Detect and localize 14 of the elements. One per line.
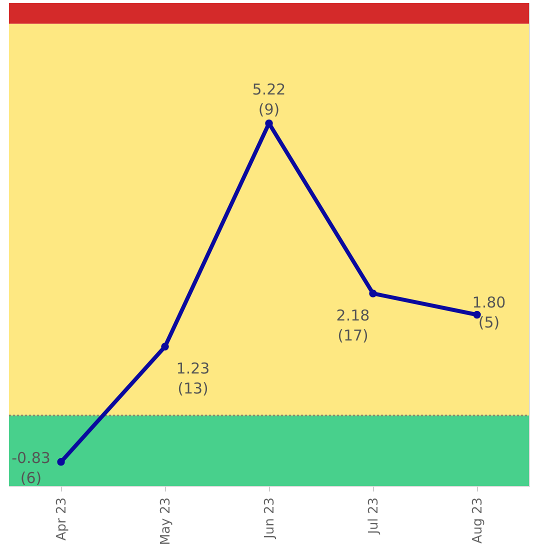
x-tick-label: Apr 23: [54, 498, 70, 541]
data-label: -0.83 (6): [12, 448, 50, 487]
point: [57, 458, 65, 466]
point: [161, 342, 169, 351]
x-tick-label: Jun 23: [262, 498, 278, 540]
data-label: 1.80 (5): [472, 294, 506, 332]
data-label: 5.22 (9): [252, 80, 286, 118]
data-label: 1.23 (13): [176, 360, 210, 398]
point: [473, 310, 481, 319]
x-tick-label: May 23: [158, 498, 174, 546]
point: [369, 290, 377, 298]
x-tick-label: Aug 23: [470, 498, 486, 544]
x-tick-label: Jul 23: [366, 498, 382, 535]
data-label: 2.18 (17): [336, 306, 370, 344]
